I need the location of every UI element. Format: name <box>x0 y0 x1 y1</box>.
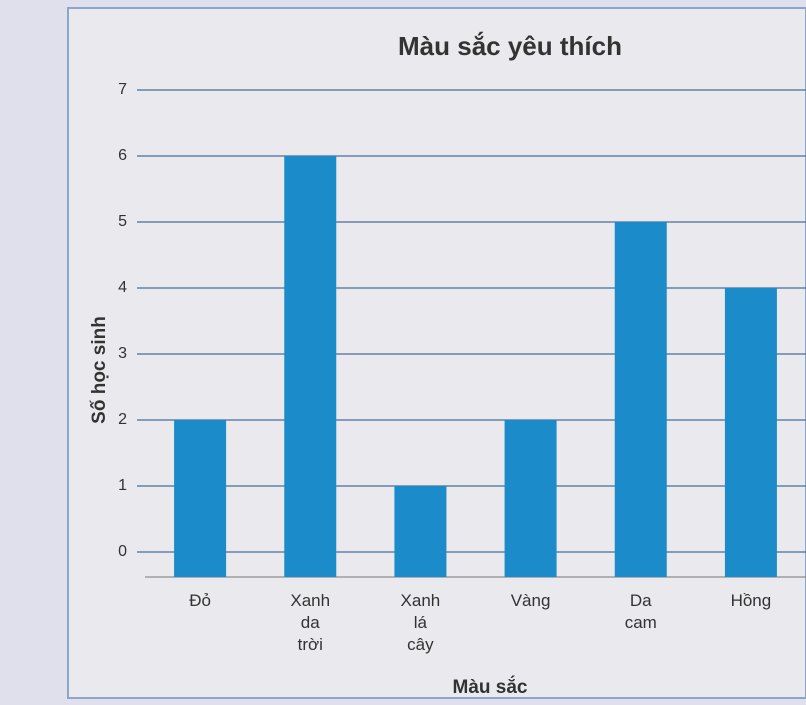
y-tick-label: 3 <box>118 345 127 362</box>
y-tick-label: 4 <box>118 279 127 296</box>
y-tick-label: 2 <box>118 411 127 428</box>
x-tick-label: Vàng <box>481 590 581 612</box>
bar <box>284 156 336 577</box>
y-tick-label: 1 <box>118 477 127 494</box>
bar <box>174 420 226 577</box>
x-tick-label: Xanh da trời <box>260 590 360 656</box>
y-tick-label: 0 <box>118 543 127 560</box>
page: Màu sắc yêu thích Số học sinh Màu sắc 0 1… <box>0 0 806 705</box>
bar <box>505 420 557 577</box>
bar <box>615 222 667 577</box>
x-tick-label: Da cam <box>591 590 691 634</box>
x-axis-title: Màu sắc <box>453 676 528 698</box>
x-tick-label: Đỏ <box>150 590 250 612</box>
y-tick-label: 7 <box>118 81 127 98</box>
x-tick-label: Hồng <box>701 590 801 612</box>
y-tick-label: 5 <box>118 213 127 230</box>
y-tick-label: 6 <box>118 147 127 164</box>
x-tick-label: Xanh lá cây <box>370 590 470 656</box>
bar <box>394 486 446 577</box>
bar <box>725 288 777 577</box>
y-axis-title: Số học sinh <box>89 316 110 424</box>
chart-title: Màu sắc yêu thích <box>398 31 622 61</box>
